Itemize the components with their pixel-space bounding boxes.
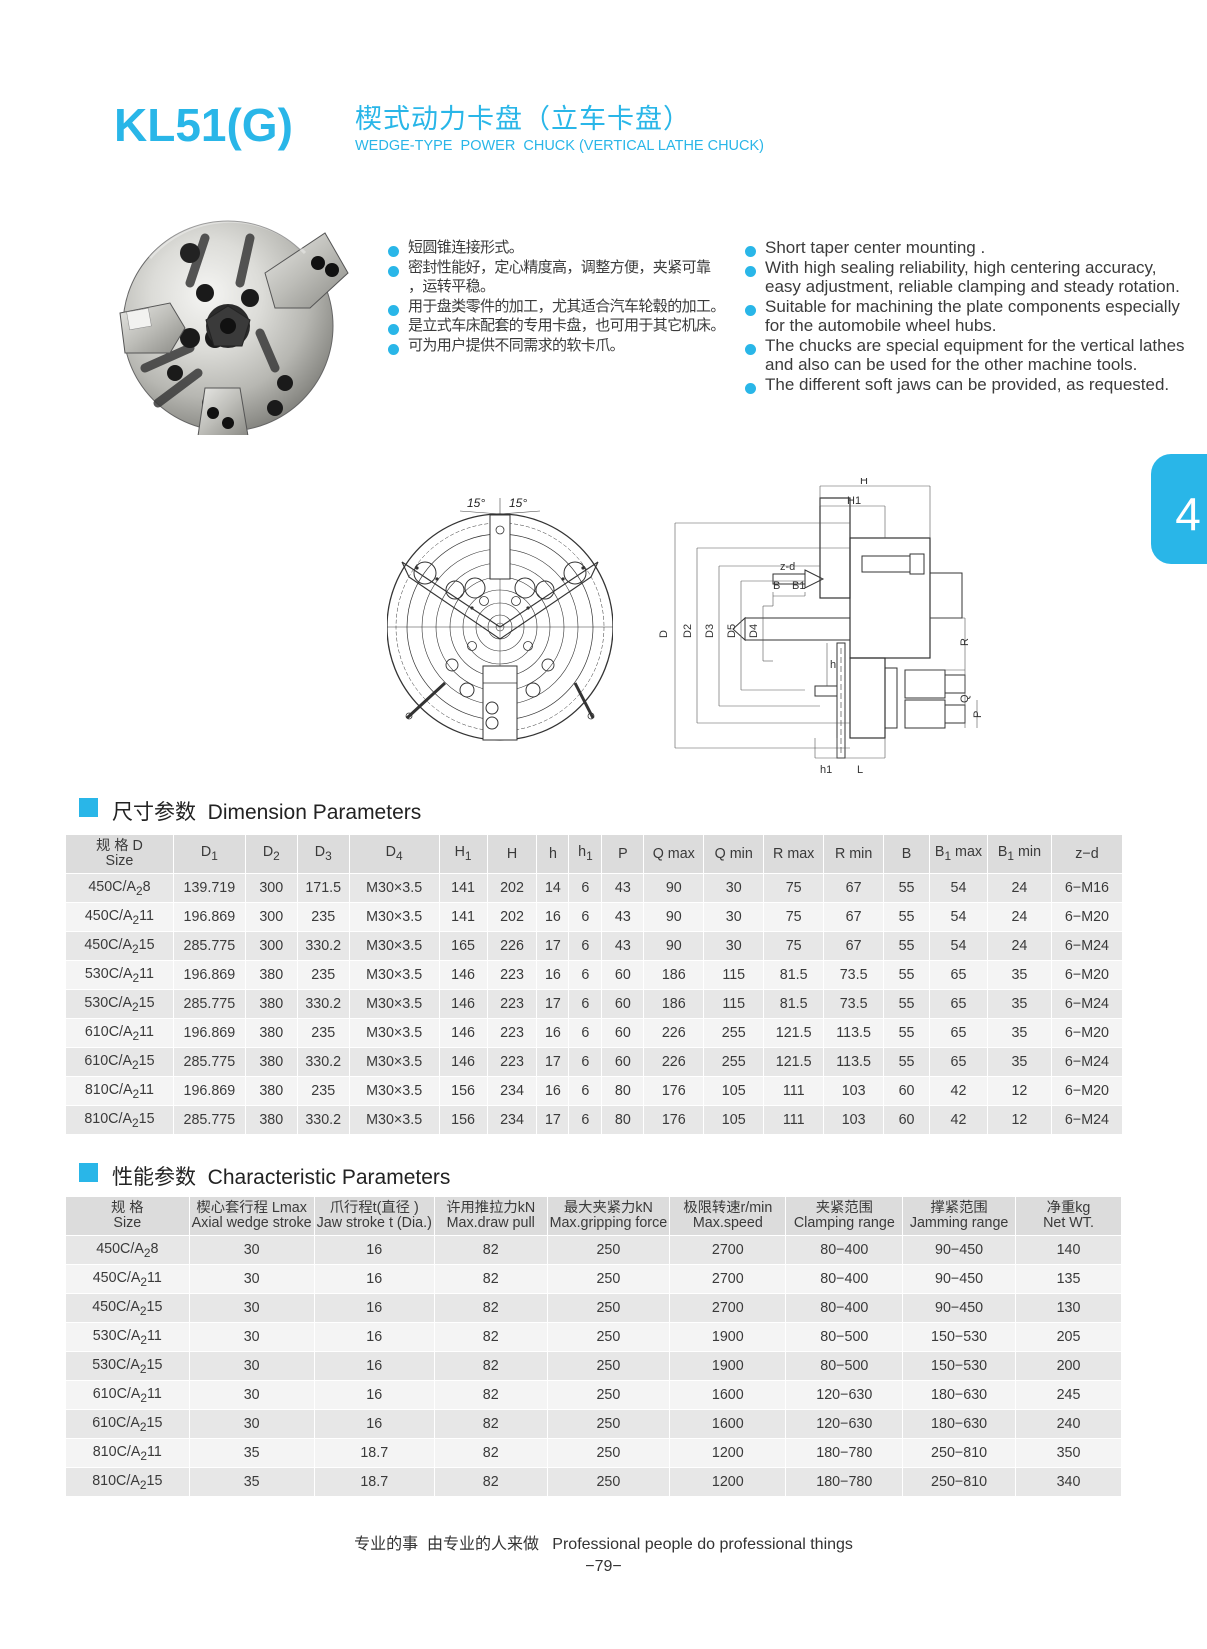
svg-text:D4: D4 xyxy=(748,624,760,638)
svg-text:Q: Q xyxy=(959,694,971,703)
svg-text:B1: B1 xyxy=(792,580,805,592)
svg-text:D5: D5 xyxy=(726,624,738,638)
svg-text:R: R xyxy=(959,638,971,646)
svg-text:D2: D2 xyxy=(682,624,694,638)
svg-text:H1: H1 xyxy=(847,495,861,507)
svg-text:z-d: z-d xyxy=(780,561,795,573)
svg-text:15°: 15° xyxy=(467,496,485,510)
svg-text:h: h xyxy=(830,659,836,671)
svg-text:B: B xyxy=(773,580,780,592)
svg-text:D3: D3 xyxy=(704,624,716,638)
svg-text:L: L xyxy=(857,764,863,776)
svg-text:h1: h1 xyxy=(820,764,832,776)
svg-text:15°: 15° xyxy=(509,496,527,510)
svg-text:D: D xyxy=(658,630,670,638)
svg-text:H: H xyxy=(860,478,868,487)
svg-text:P: P xyxy=(972,711,984,718)
